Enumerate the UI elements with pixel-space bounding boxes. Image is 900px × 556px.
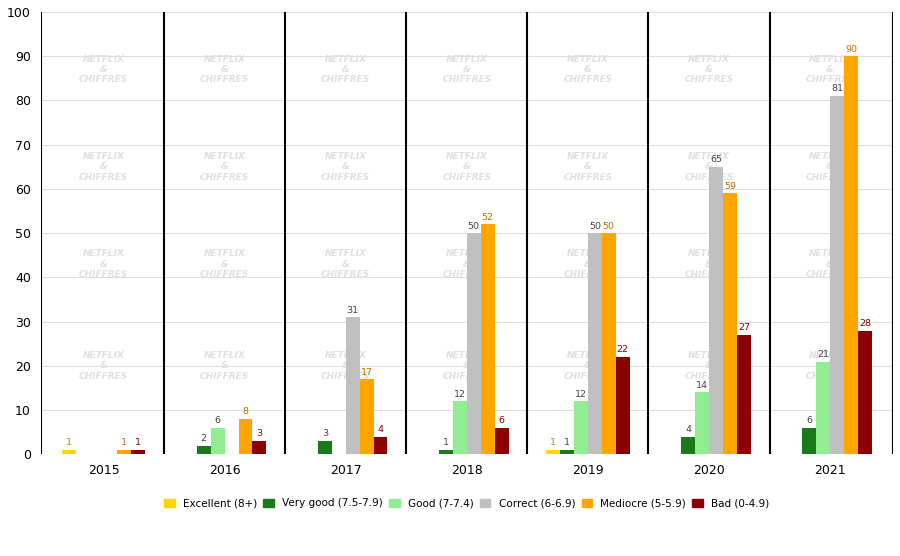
Text: 28: 28 xyxy=(859,319,871,328)
Bar xyxy=(602,233,616,454)
Text: NETFLIX
&
CHIFFRES: NETFLIX & CHIFFRES xyxy=(321,249,370,279)
Text: 50: 50 xyxy=(603,221,615,231)
Text: NETFLIX
&
CHIFFRES: NETFLIX & CHIFFRES xyxy=(79,249,128,279)
Bar xyxy=(360,379,373,454)
Bar xyxy=(467,233,481,454)
Text: 3: 3 xyxy=(322,429,328,439)
Text: 6: 6 xyxy=(806,416,812,425)
Text: 31: 31 xyxy=(346,306,359,315)
Bar xyxy=(574,401,588,454)
Text: NETFLIX
&
CHIFFRES: NETFLIX & CHIFFRES xyxy=(806,351,855,381)
Text: 1: 1 xyxy=(564,438,570,448)
Text: NETFLIX
&
CHIFFRES: NETFLIX & CHIFFRES xyxy=(200,54,249,85)
Text: 1: 1 xyxy=(122,438,128,448)
Text: 14: 14 xyxy=(696,381,708,390)
Text: NETFLIX
&
CHIFFRES: NETFLIX & CHIFFRES xyxy=(806,54,855,85)
Bar xyxy=(117,450,131,454)
Text: NETFLIX
&
CHIFFRES: NETFLIX & CHIFFRES xyxy=(684,249,734,279)
Text: 90: 90 xyxy=(845,44,857,53)
Text: 1: 1 xyxy=(66,438,72,448)
Text: NETFLIX
&
CHIFFRES: NETFLIX & CHIFFRES xyxy=(806,249,855,279)
Bar xyxy=(709,167,723,454)
Bar xyxy=(62,450,76,454)
Text: NETFLIX
&
CHIFFRES: NETFLIX & CHIFFRES xyxy=(563,54,613,85)
Text: 3: 3 xyxy=(256,429,263,439)
Bar xyxy=(453,401,467,454)
Text: NETFLIX
&
CHIFFRES: NETFLIX & CHIFFRES xyxy=(684,351,734,381)
Text: NETFLIX
&
CHIFFRES: NETFLIX & CHIFFRES xyxy=(442,54,491,85)
Bar xyxy=(131,450,145,454)
Text: NETFLIX
&
CHIFFRES: NETFLIX & CHIFFRES xyxy=(442,351,491,381)
Bar xyxy=(816,361,830,454)
Bar xyxy=(318,441,332,454)
Text: 1: 1 xyxy=(443,438,449,448)
Text: 50: 50 xyxy=(589,221,601,231)
Bar xyxy=(238,419,253,454)
Bar xyxy=(616,357,630,454)
Text: NETFLIX
&
CHIFFRES: NETFLIX & CHIFFRES xyxy=(79,152,128,182)
Text: 6: 6 xyxy=(499,416,505,425)
Text: NETFLIX
&
CHIFFRES: NETFLIX & CHIFFRES xyxy=(321,54,370,85)
Bar xyxy=(723,193,737,454)
Text: 6: 6 xyxy=(214,416,220,425)
Text: 4: 4 xyxy=(685,425,691,434)
Text: 81: 81 xyxy=(831,85,843,93)
Bar xyxy=(695,393,709,454)
Bar xyxy=(439,450,453,454)
Text: NETFLIX
&
CHIFFRES: NETFLIX & CHIFFRES xyxy=(806,152,855,182)
Text: 12: 12 xyxy=(454,390,466,399)
Bar xyxy=(481,224,495,454)
Text: 50: 50 xyxy=(468,221,480,231)
Bar xyxy=(844,56,858,454)
Text: 22: 22 xyxy=(616,345,629,354)
Bar xyxy=(802,428,816,454)
Text: NETFLIX
&
CHIFFRES: NETFLIX & CHIFFRES xyxy=(684,152,734,182)
Text: 65: 65 xyxy=(710,155,722,164)
Text: 59: 59 xyxy=(724,182,736,191)
Text: 1: 1 xyxy=(135,438,141,448)
Text: NETFLIX
&
CHIFFRES: NETFLIX & CHIFFRES xyxy=(684,54,734,85)
Bar xyxy=(346,317,360,454)
Legend: Excellent (8+), Very good (7.5-7.9), Good (7-7.4), Correct (6-6.9), Mediocre (5-: Excellent (8+), Very good (7.5-7.9), Goo… xyxy=(161,495,772,512)
Text: 8: 8 xyxy=(242,408,248,416)
Text: 27: 27 xyxy=(738,323,750,332)
Bar xyxy=(588,233,602,454)
Text: NETFLIX
&
CHIFFRES: NETFLIX & CHIFFRES xyxy=(200,351,249,381)
Text: 52: 52 xyxy=(482,213,494,222)
Text: NETFLIX
&
CHIFFRES: NETFLIX & CHIFFRES xyxy=(200,152,249,182)
Text: 1: 1 xyxy=(550,438,556,448)
Bar xyxy=(737,335,751,454)
Text: 2: 2 xyxy=(201,434,207,443)
Bar xyxy=(197,445,211,454)
Bar xyxy=(560,450,574,454)
Bar xyxy=(830,96,844,454)
Bar xyxy=(211,428,225,454)
Text: NETFLIX
&
CHIFFRES: NETFLIX & CHIFFRES xyxy=(321,152,370,182)
Bar xyxy=(858,330,872,454)
Text: NETFLIX
&
CHIFFRES: NETFLIX & CHIFFRES xyxy=(79,351,128,381)
Bar xyxy=(253,441,266,454)
Text: NETFLIX
&
CHIFFRES: NETFLIX & CHIFFRES xyxy=(442,249,491,279)
Bar xyxy=(546,450,560,454)
Text: NETFLIX
&
CHIFFRES: NETFLIX & CHIFFRES xyxy=(563,249,613,279)
Text: 21: 21 xyxy=(817,350,829,359)
Text: NETFLIX
&
CHIFFRES: NETFLIX & CHIFFRES xyxy=(321,351,370,381)
Text: 17: 17 xyxy=(361,368,373,376)
Bar xyxy=(495,428,508,454)
Text: 12: 12 xyxy=(575,390,587,399)
Bar xyxy=(374,436,388,454)
Text: NETFLIX
&
CHIFFRES: NETFLIX & CHIFFRES xyxy=(79,54,128,85)
Text: 4: 4 xyxy=(377,425,383,434)
Text: NETFLIX
&
CHIFFRES: NETFLIX & CHIFFRES xyxy=(563,351,613,381)
Text: NETFLIX
&
CHIFFRES: NETFLIX & CHIFFRES xyxy=(200,249,249,279)
Text: NETFLIX
&
CHIFFRES: NETFLIX & CHIFFRES xyxy=(563,152,613,182)
Bar xyxy=(681,436,695,454)
Text: NETFLIX
&
CHIFFRES: NETFLIX & CHIFFRES xyxy=(442,152,491,182)
